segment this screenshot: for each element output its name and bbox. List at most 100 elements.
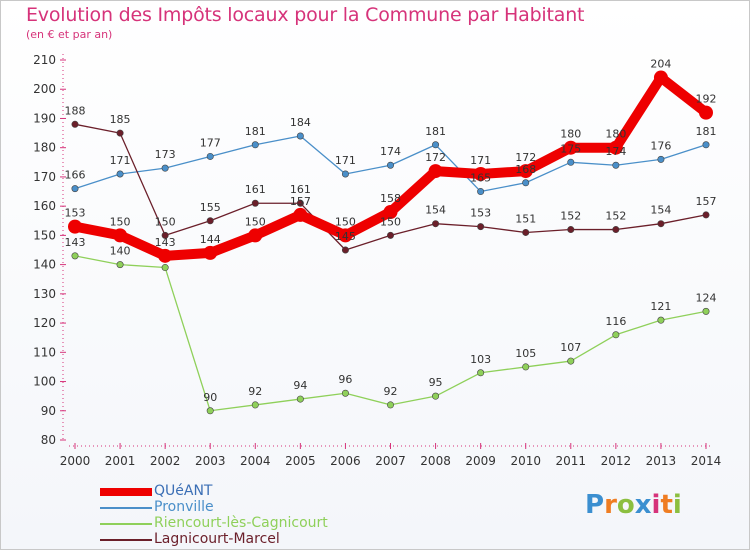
data-point <box>203 245 218 260</box>
data-point <box>567 357 575 365</box>
data-label: 174 <box>605 145 626 158</box>
data-label: 181 <box>425 125 446 138</box>
y-tick-label: 190 <box>33 111 56 125</box>
logo-letter: r <box>604 490 617 520</box>
data-label: 172 <box>425 151 446 164</box>
data-point <box>567 226 575 234</box>
data-point <box>338 228 353 243</box>
data-label: 157 <box>696 195 717 208</box>
data-label: 90 <box>203 391 217 404</box>
data-label: 154 <box>650 204 671 217</box>
data-point <box>71 252 79 260</box>
y-tick-label: 180 <box>33 141 56 155</box>
data-label: 171 <box>335 154 356 167</box>
data-label: 150 <box>110 215 131 228</box>
chart-subtitle: (en € et par an) <box>26 28 113 41</box>
data-point <box>432 141 440 149</box>
data-label: 175 <box>560 142 581 155</box>
x-tick-label: 2010 <box>510 454 541 468</box>
data-point <box>113 228 128 243</box>
data-point <box>563 140 578 155</box>
data-label: 94 <box>293 379 307 392</box>
data-label: 143 <box>65 236 86 249</box>
data-label: 116 <box>605 315 626 328</box>
x-tick-label: 2013 <box>646 454 677 468</box>
proxiti-logo: Proxiti <box>585 490 682 520</box>
y-tick-label: 100 <box>33 375 56 389</box>
y-tick-label: 120 <box>33 316 56 330</box>
data-label: 184 <box>290 116 311 129</box>
data-point <box>383 205 398 219</box>
data-point <box>158 248 173 263</box>
data-label: 155 <box>200 201 221 214</box>
legend-swatch <box>100 507 152 509</box>
data-label: 154 <box>425 204 446 217</box>
x-tick-label: 2000 <box>60 454 91 468</box>
data-label: 177 <box>200 136 221 149</box>
data-label: 152 <box>560 210 581 223</box>
data-label: 171 <box>110 154 131 167</box>
y-tick-label: 110 <box>33 345 56 359</box>
data-label: 92 <box>248 385 262 398</box>
y-tick-label: 130 <box>33 287 56 301</box>
data-label: 181 <box>696 125 717 138</box>
data-label: 157 <box>290 195 311 208</box>
x-tick-label: 2001 <box>105 454 136 468</box>
x-tick-label: 2007 <box>375 454 406 468</box>
data-point <box>702 307 710 315</box>
data-label: 180 <box>605 128 626 141</box>
data-point <box>296 395 304 403</box>
data-point <box>251 401 259 409</box>
logo-letter: i <box>672 490 682 520</box>
legend-label: Riencourt-lès-Cagnicourt <box>154 515 328 531</box>
x-tick-label: 2005 <box>285 454 316 468</box>
logo-letter: P <box>585 490 605 520</box>
data-point <box>473 167 488 181</box>
data-point <box>248 228 263 243</box>
data-label: 152 <box>605 210 626 223</box>
data-point <box>296 132 304 140</box>
data-point <box>116 170 124 178</box>
data-label: 92 <box>384 385 398 398</box>
data-label: 153 <box>65 207 86 220</box>
y-tick-label: 170 <box>33 170 56 184</box>
y-tick-label: 150 <box>33 228 56 242</box>
logo-letter: x <box>634 490 652 520</box>
data-point <box>612 226 620 234</box>
data-point <box>612 161 620 169</box>
data-point <box>518 164 533 179</box>
data-label: 150 <box>155 215 176 228</box>
data-point <box>653 70 668 85</box>
data-point <box>699 105 713 120</box>
data-point <box>522 363 530 371</box>
data-label: 173 <box>155 148 176 161</box>
data-point <box>657 316 665 324</box>
data-label: 161 <box>290 183 311 196</box>
data-label: 188 <box>65 104 86 117</box>
data-label: 143 <box>155 236 176 249</box>
y-tick-label: 90 <box>41 404 56 418</box>
x-tick-label: 2008 <box>420 454 451 468</box>
data-label: 204 <box>650 58 671 71</box>
data-label: 150 <box>335 215 356 228</box>
data-point <box>702 211 710 219</box>
data-point <box>477 188 485 196</box>
data-point <box>206 217 214 225</box>
data-point <box>116 129 124 137</box>
data-point <box>341 389 349 397</box>
legend-swatch <box>100 539 152 541</box>
data-point <box>428 164 443 179</box>
data-label: 121 <box>650 300 671 313</box>
data-label: 145 <box>335 230 356 243</box>
data-label: 158 <box>380 192 401 205</box>
data-label: 105 <box>515 347 536 360</box>
x-tick-label: 2006 <box>330 454 361 468</box>
legend-swatch <box>100 488 152 496</box>
data-point <box>522 228 530 236</box>
data-label: 171 <box>470 154 491 167</box>
data-point <box>293 207 308 222</box>
data-point <box>477 223 485 231</box>
data-point <box>206 152 214 160</box>
